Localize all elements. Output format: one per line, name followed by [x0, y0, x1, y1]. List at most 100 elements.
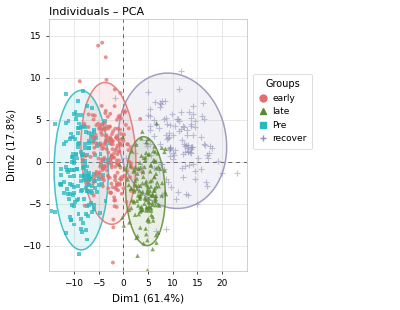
Point: [94, 174, 100, 179]
Point: [100, 127, 106, 132]
Point: [74, 112, 80, 117]
Point: [101, 155, 108, 160]
Point: [103, 124, 110, 129]
Point: [176, 118, 182, 123]
Point: [118, 175, 125, 179]
Point: [99, 122, 106, 127]
Point: [114, 158, 120, 163]
Point: [111, 151, 118, 156]
Point: [81, 121, 88, 126]
Ellipse shape: [126, 137, 165, 246]
Point: [148, 153, 154, 157]
Point: [69, 167, 75, 172]
Point: [183, 192, 190, 197]
Point: [70, 134, 76, 139]
Point: [127, 175, 133, 180]
Point: [114, 183, 120, 188]
Point: [64, 167, 70, 172]
Point: [115, 137, 121, 142]
Point: [192, 118, 198, 123]
Point: [93, 135, 100, 140]
Point: [81, 124, 87, 129]
Point: [99, 167, 106, 172]
Point: [143, 208, 150, 213]
Point: [126, 183, 132, 188]
Point: [134, 187, 140, 192]
Point: [83, 130, 90, 135]
Ellipse shape: [54, 91, 108, 250]
Point: [84, 189, 90, 194]
Point: [184, 146, 190, 151]
Point: [100, 145, 107, 150]
Point: [84, 204, 90, 209]
Point: [80, 178, 87, 183]
Point: [145, 184, 151, 189]
Point: [138, 136, 144, 141]
Text: Individuals – PCA: Individuals – PCA: [49, 7, 144, 17]
Point: [108, 142, 114, 147]
Point: [107, 190, 114, 195]
Point: [115, 188, 121, 193]
Point: [142, 195, 148, 200]
Point: [100, 166, 106, 171]
Point: [89, 135, 96, 140]
Point: [137, 160, 143, 165]
Point: [131, 168, 137, 173]
Point: [71, 112, 78, 117]
Point: [112, 173, 118, 178]
Point: [93, 171, 99, 176]
Point: [70, 155, 76, 160]
Point: [140, 175, 146, 179]
Point: [149, 178, 155, 183]
Point: [181, 141, 187, 146]
Point: [103, 157, 109, 162]
Point: [95, 43, 101, 48]
Point: [91, 206, 97, 211]
Point: [175, 116, 182, 121]
Point: [107, 157, 114, 162]
Point: [140, 189, 146, 194]
Point: [68, 131, 74, 136]
Point: [108, 165, 115, 170]
Point: [132, 151, 138, 156]
Point: [199, 114, 205, 119]
Point: [109, 131, 115, 136]
Point: [63, 139, 69, 144]
Point: [117, 177, 123, 182]
Point: [102, 121, 108, 126]
Point: [176, 86, 182, 91]
Point: [151, 175, 158, 180]
Point: [102, 140, 108, 145]
Point: [158, 102, 165, 107]
Point: [92, 185, 98, 190]
Point: [88, 191, 95, 196]
Point: [215, 159, 222, 164]
Point: [136, 189, 142, 194]
Point: [95, 183, 102, 188]
Point: [105, 173, 111, 178]
Point: [81, 174, 88, 179]
Point: [140, 169, 146, 174]
Point: [100, 157, 106, 162]
Point: [63, 92, 69, 97]
Point: [120, 186, 127, 191]
Point: [100, 175, 106, 180]
Point: [167, 146, 173, 151]
Point: [144, 238, 150, 243]
Point: [185, 149, 192, 154]
Point: [179, 166, 186, 171]
Point: [86, 182, 92, 187]
Point: [157, 166, 163, 171]
Point: [150, 218, 156, 223]
Point: [129, 165, 135, 170]
Point: [86, 146, 92, 151]
Point: [115, 115, 122, 120]
Point: [78, 125, 84, 130]
Point: [142, 157, 148, 162]
Point: [74, 197, 80, 202]
Point: [114, 181, 120, 186]
Point: [123, 199, 130, 204]
Point: [162, 168, 168, 173]
Point: [65, 119, 72, 124]
Point: [148, 193, 154, 198]
